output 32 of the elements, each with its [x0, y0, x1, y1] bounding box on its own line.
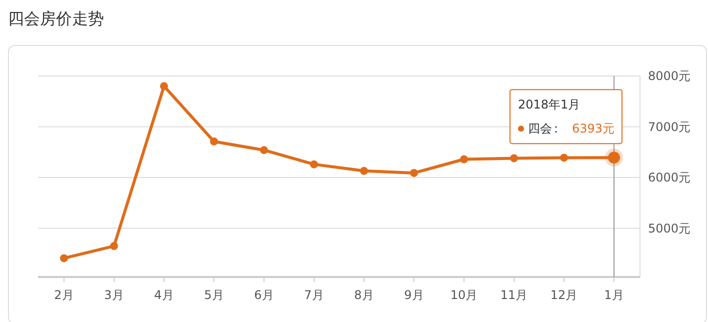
x-tick-label: 7月 — [304, 288, 324, 302]
x-tick-label: 10月 — [450, 288, 478, 302]
y-tick-label: 8000元 — [648, 69, 691, 83]
x-tick-label: 2月 — [54, 288, 74, 302]
point — [110, 242, 118, 250]
x-tick-label: 4月 — [154, 288, 174, 302]
data-label: 6393元 — [572, 122, 615, 136]
chart-title: 四会房价走势 — [8, 9, 104, 28]
point — [510, 154, 518, 162]
point — [560, 154, 568, 162]
point — [260, 146, 268, 154]
x-tick-label: 6月 — [254, 288, 274, 302]
point — [310, 160, 318, 168]
x-tick-label: 8月 — [354, 288, 374, 302]
point — [160, 82, 168, 90]
point — [410, 168, 418, 177]
x-tick-label: 5月 — [204, 288, 224, 302]
legend-label: 四会 — [528, 122, 552, 136]
point — [60, 254, 68, 262]
x-tick-label: 1月 — [604, 288, 624, 302]
x-tick-label: 3月 — [104, 288, 124, 302]
y-tick-label: 6000元 — [648, 170, 691, 185]
point — [210, 137, 218, 146]
annotation: : — [554, 122, 558, 136]
y-tick-label: 5000元 — [648, 221, 691, 236]
y-tick-label: 7000元 — [648, 120, 691, 134]
x-tick-label: 9月 — [404, 288, 424, 302]
point — [360, 166, 368, 175]
annotation: 2018年1月 — [518, 98, 580, 112]
x-tick-label: 11月 — [500, 288, 528, 302]
point — [460, 155, 468, 164]
x-tick-label: 12月 — [550, 288, 578, 302]
